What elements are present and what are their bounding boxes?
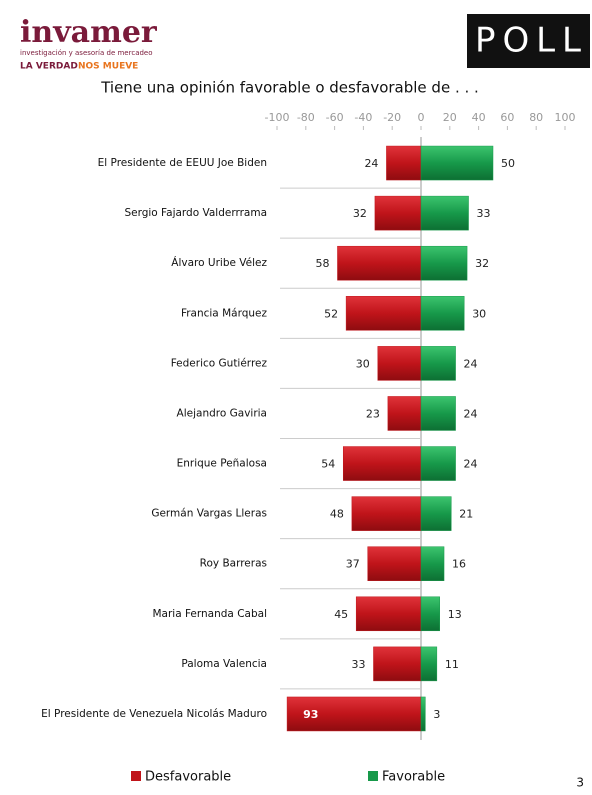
x-tick-label: 100 bbox=[555, 111, 576, 124]
x-tick-label: -60 bbox=[326, 111, 344, 124]
category-label: Roy Barreras bbox=[200, 558, 267, 570]
value-label: 50 bbox=[501, 157, 515, 170]
value-label: 30 bbox=[472, 307, 486, 320]
value-label: 3 bbox=[433, 708, 440, 721]
bar bbox=[355, 596, 422, 632]
bar bbox=[420, 296, 465, 331]
value-label: 32 bbox=[475, 257, 489, 270]
value-label: 30 bbox=[356, 357, 370, 370]
value-label: 32 bbox=[353, 207, 367, 220]
category-label: Francia Márquez bbox=[181, 307, 268, 319]
chart-title: Tiene una opinión favorable o desfavorab… bbox=[100, 79, 479, 97]
x-tick-label: 40 bbox=[472, 111, 486, 124]
category-label: El Presidente de EEUU Joe Biden bbox=[98, 157, 267, 169]
value-label: 93 bbox=[303, 708, 318, 721]
badge-text: POLL bbox=[475, 21, 581, 61]
bar bbox=[345, 296, 422, 331]
bar bbox=[420, 496, 452, 531]
bar bbox=[386, 145, 422, 181]
page-number: 3 bbox=[576, 776, 584, 790]
x-tick-label: 20 bbox=[443, 111, 457, 124]
x-tick-label: -80 bbox=[297, 111, 315, 124]
category-label: Paloma Valencia bbox=[181, 658, 267, 670]
legend-label: Favorable bbox=[382, 770, 445, 785]
value-label: 48 bbox=[330, 508, 344, 521]
value-label: 24 bbox=[464, 458, 478, 471]
category-label: Federico Gutiérrez bbox=[171, 357, 268, 369]
bar bbox=[367, 546, 422, 581]
category-label: El Presidente de Venezuela Nicolás Madur… bbox=[41, 708, 267, 720]
bar bbox=[420, 145, 494, 181]
bar bbox=[420, 696, 426, 732]
bar bbox=[420, 446, 456, 481]
value-label: 24 bbox=[364, 157, 378, 170]
value-label: 24 bbox=[464, 407, 478, 420]
category-label: Germán Vargas Lleras bbox=[151, 508, 267, 520]
value-label: 54 bbox=[321, 458, 335, 471]
badge-bg bbox=[467, 14, 590, 68]
bar bbox=[387, 396, 422, 431]
logo-tagline: investigación y asesoría de mercadeo bbox=[20, 49, 153, 57]
bar bbox=[420, 396, 456, 431]
bar bbox=[420, 245, 468, 281]
bar bbox=[286, 696, 422, 732]
value-label: 23 bbox=[366, 407, 380, 420]
bar bbox=[420, 346, 456, 381]
x-tick-label: 0 bbox=[418, 111, 425, 124]
bar bbox=[420, 195, 469, 231]
bar bbox=[337, 245, 422, 281]
value-label: 58 bbox=[315, 257, 329, 270]
legend-label: Desfavorable bbox=[145, 770, 231, 785]
bar bbox=[342, 446, 422, 481]
value-label: 21 bbox=[459, 508, 473, 521]
bar bbox=[351, 496, 422, 531]
x-tick-label: -100 bbox=[265, 111, 290, 124]
bar bbox=[420, 596, 440, 632]
bar bbox=[373, 646, 422, 682]
value-label: 11 bbox=[445, 658, 459, 671]
category-label: Maria Fernanda Cabal bbox=[152, 608, 267, 620]
value-label: 16 bbox=[452, 558, 466, 571]
bar bbox=[420, 546, 445, 581]
legend-swatch bbox=[131, 771, 141, 781]
x-tick-label: -40 bbox=[354, 111, 372, 124]
legend-swatch bbox=[368, 771, 378, 781]
value-label: 24 bbox=[464, 357, 478, 370]
category-label: Sergio Fajardo Valderrrama bbox=[124, 207, 267, 219]
x-tick-label: -20 bbox=[383, 111, 401, 124]
category-label: Enrique Peñalosa bbox=[177, 458, 267, 470]
bar bbox=[374, 195, 422, 231]
value-label: 33 bbox=[477, 207, 491, 220]
logo-slogan: NOS MUEVE bbox=[78, 62, 138, 72]
value-label: 37 bbox=[346, 558, 360, 571]
category-label: Alejandro Gaviria bbox=[177, 407, 267, 419]
logo-name: invamer bbox=[20, 15, 158, 50]
value-label: 13 bbox=[448, 608, 462, 621]
value-label: 45 bbox=[334, 608, 348, 621]
category-label: Álvaro Uribe Vélez bbox=[171, 256, 267, 269]
x-tick-label: 80 bbox=[529, 111, 543, 124]
bar bbox=[377, 346, 422, 381]
x-tick-label: 60 bbox=[500, 111, 514, 124]
bar bbox=[420, 646, 438, 682]
value-label: 33 bbox=[351, 658, 365, 671]
value-label: 52 bbox=[324, 307, 338, 320]
logo-slogan: LA VERDAD bbox=[20, 62, 78, 72]
